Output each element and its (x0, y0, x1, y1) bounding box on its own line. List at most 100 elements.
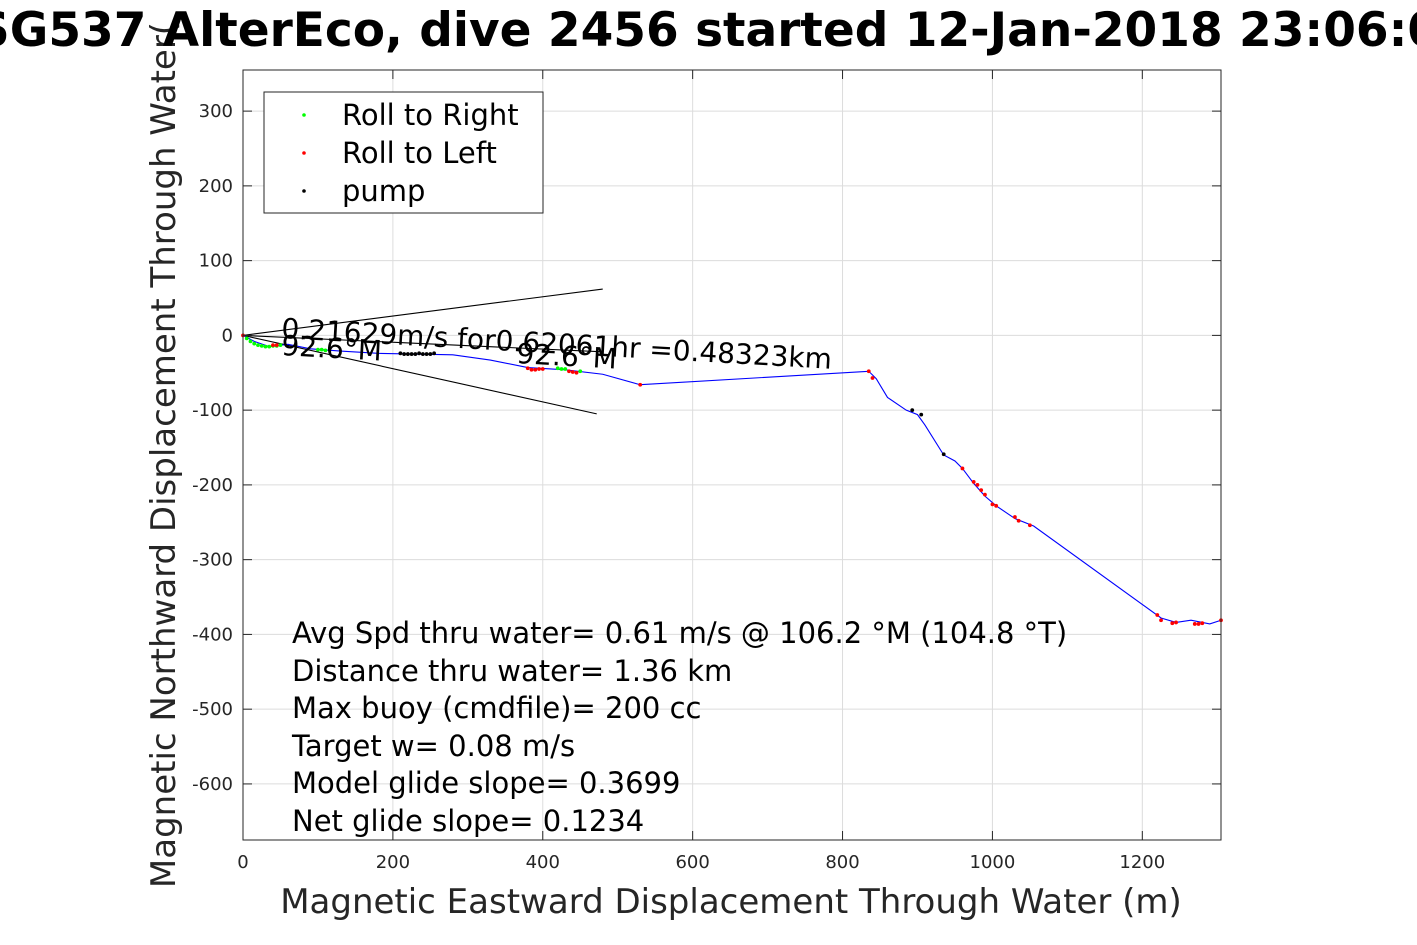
pump-point (424, 352, 429, 356)
pump-point (398, 351, 403, 356)
pump-point (420, 352, 425, 356)
legend-box (263, 91, 544, 214)
pump-point (941, 452, 946, 457)
roll-left-point (529, 367, 534, 372)
roll-left-point (533, 367, 538, 372)
roll-left-point (975, 483, 980, 487)
stats-line-net-glide: Net glide slope= 0.1234 (292, 804, 644, 838)
stats-line-target-w: Target w= 0.08 m/s (291, 729, 575, 763)
y-tick-label: -200 (192, 475, 233, 496)
roll-right-point (555, 366, 560, 371)
track-line (242, 334, 1222, 625)
pump-point (413, 352, 418, 356)
roll-left-point (1027, 523, 1032, 528)
legend-marker-pump (302, 189, 306, 193)
pump-point (417, 351, 422, 356)
pump-point (428, 352, 433, 356)
y-tick-label: 300 (199, 101, 233, 122)
stats-line-avg-speed: Avg Spd thru water= 0.61 m/s @ 106.2 °M … (292, 616, 1067, 650)
roll-left-point (1013, 515, 1017, 519)
dive-track (242, 334, 1222, 625)
roll-left-point (866, 369, 871, 374)
roll-left-point (870, 376, 875, 380)
roll-right-point (319, 347, 324, 352)
roll-left-point (540, 367, 545, 371)
roll-right-point (316, 347, 320, 352)
pump-point (409, 352, 414, 356)
roll-right-point (252, 341, 257, 346)
roll-left-point (983, 492, 987, 497)
roll-left-point (1170, 621, 1175, 626)
legend-label-roll-right: Roll to Right (342, 98, 519, 132)
y-tick-label: 200 (199, 176, 233, 197)
roll-left-point (274, 343, 279, 348)
roll-left-point (994, 503, 999, 508)
legend-marker-roll-left (302, 151, 306, 155)
legend: Roll to Right Roll to Left pump (263, 91, 544, 214)
roll-left-point (960, 466, 965, 471)
roll-right-point (248, 339, 253, 344)
roll-left-point (1196, 622, 1201, 626)
roll-right-point (559, 367, 564, 371)
glide-wedge-upper-line (242, 288, 603, 336)
pump-point (919, 412, 924, 417)
roll-right-point (323, 348, 328, 353)
plot-frame (242, 69, 1222, 841)
stats-block: Avg Spd thru water= 0.61 m/s @ 106.2 °M … (291, 616, 1067, 838)
y-tick-label: -300 (192, 550, 233, 571)
pump-point (402, 352, 407, 356)
pump-point (432, 351, 437, 356)
roll-right-point (278, 343, 283, 348)
stats-line-distance: Distance thru water= 1.36 km (292, 654, 732, 688)
grid (242, 70, 1221, 840)
y-axis-label: Magnetic Northward Displacement Through … (144, 22, 184, 888)
chart-title: SG537 AlterEco, dive 2456 started 12-Jan… (0, 3, 1417, 58)
x-tick-label: 0 (237, 852, 248, 873)
roll-right-point (244, 336, 249, 341)
roll-left-point (570, 370, 575, 374)
roll-left-point (979, 488, 984, 493)
roll-left-point (567, 369, 571, 374)
roll-left-point (971, 480, 976, 484)
roll-left-point (537, 367, 541, 371)
glide-wedge (242, 288, 603, 415)
x-axis-label: Magnetic Eastward Displacement Through W… (280, 882, 1182, 922)
roll-right-point (259, 343, 264, 348)
roll-left-point (1200, 621, 1205, 626)
roll-left-point (1174, 620, 1178, 625)
legend-label-roll-left: Roll to Left (342, 136, 497, 170)
x-tick-label: 800 (825, 852, 859, 873)
stats-line-max-buoy: Max buoy (cmdfile)= 200 cc (292, 691, 701, 725)
roll-left-point (1159, 618, 1163, 623)
stats-line-model-glide: Model glide slope= 0.3699 (292, 766, 680, 800)
y-tick-label: -600 (192, 774, 233, 795)
legend-marker-roll-right (302, 113, 306, 117)
y-tick-label: 0 (222, 325, 233, 346)
roll-right-point (267, 344, 272, 349)
x-tick-label: 400 (526, 852, 560, 873)
x-tick-label: 1000 (970, 852, 1016, 873)
x-tick-label: 200 (376, 852, 410, 873)
y-tick-label: -500 (192, 699, 233, 720)
x-tick-label: 600 (675, 852, 709, 873)
roll-right-point (563, 367, 568, 371)
roll-left-point (990, 502, 995, 507)
y-tick-label: 100 (199, 251, 233, 272)
pump-point (405, 352, 410, 356)
y-tick-label: -400 (192, 624, 233, 645)
roll-left-point (271, 343, 275, 348)
roll-left-point (638, 382, 643, 387)
roll-right-point (263, 344, 268, 349)
heading-annotation-2: 92.6°M (516, 337, 618, 376)
heading-annotation-1: 92.6°M (281, 329, 383, 368)
roll-right-point (256, 343, 260, 348)
x-tick-label: 1200 (1119, 852, 1165, 873)
legend-label-pump: pump (342, 174, 425, 208)
axis-ticks: 0 200 400 600 800 1000 12003002001000-100-200-… (192, 70, 1221, 873)
roll-left-point (525, 366, 530, 371)
roll-right-point (578, 369, 583, 374)
roll-left-point (574, 370, 579, 375)
y-tick-label: -100 (192, 400, 233, 421)
glide-wedge-lower-line (242, 334, 597, 415)
